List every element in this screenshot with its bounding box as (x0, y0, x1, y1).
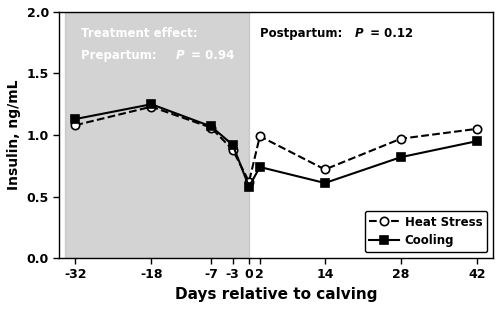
Heat Stress (230, 148, 235, 152)
Heat Stress (72, 123, 78, 127)
Cooling (148, 102, 154, 106)
Cooling (474, 139, 480, 143)
Heat Stress (474, 127, 480, 131)
Heat Stress (398, 137, 404, 141)
X-axis label: Days relative to calving: Days relative to calving (175, 287, 378, 302)
Text: Postpartum:: Postpartum: (260, 27, 346, 40)
Line: Heat Stress: Heat Stress (72, 103, 481, 186)
Cooling (246, 185, 252, 188)
Cooling (72, 117, 78, 121)
Heat Stress (257, 134, 263, 138)
Heat Stress (322, 167, 328, 171)
Line: Cooling: Cooling (72, 100, 481, 191)
Cooling (322, 181, 328, 185)
Y-axis label: Insulin, ng/mL: Insulin, ng/mL (7, 80, 21, 190)
Cooling (398, 155, 404, 159)
Text: = 0.12: = 0.12 (366, 27, 412, 40)
Text: = 0.94: = 0.94 (186, 49, 234, 62)
Text: Treatment effect:: Treatment effect: (81, 27, 198, 40)
Heat Stress (148, 105, 154, 108)
Cooling (208, 125, 214, 128)
Text: P: P (355, 27, 364, 40)
Cooling (230, 143, 235, 147)
Bar (64, 12, 249, 258)
Legend: Heat Stress, Cooling: Heat Stress, Cooling (364, 211, 487, 252)
Heat Stress (208, 126, 214, 129)
Text: P: P (176, 49, 184, 62)
Heat Stress (246, 180, 252, 184)
Cooling (257, 165, 263, 169)
Text: Prepartum:: Prepartum: (81, 49, 160, 62)
